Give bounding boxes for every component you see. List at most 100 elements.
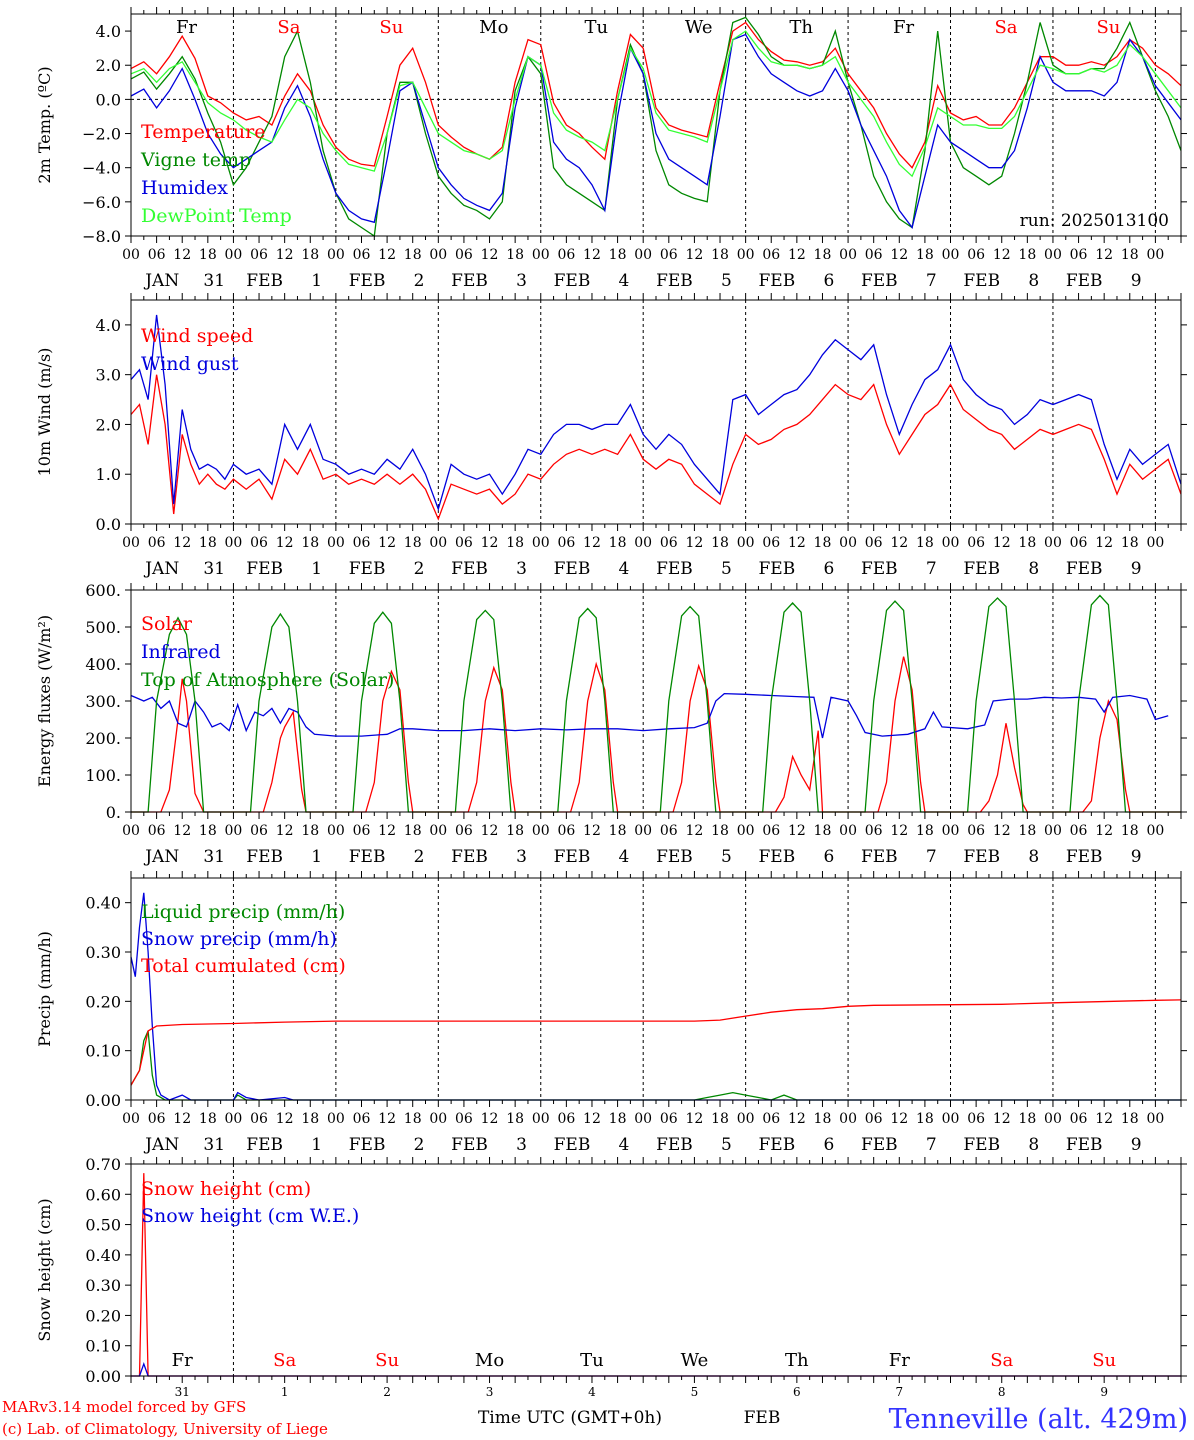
hour-tick-label: 18: [404, 247, 422, 263]
hour-tick-label: 00: [839, 1111, 857, 1127]
hour-tick-label: 12: [481, 823, 499, 839]
y-tick-label: 0.20: [85, 1306, 121, 1325]
day-label-number: 3: [516, 271, 527, 291]
day-label-number: 8: [1028, 1135, 1039, 1155]
hour-tick-label: 06: [1070, 247, 1088, 263]
hour-tick-label: 00: [634, 823, 652, 839]
day-label-number: 1: [311, 1135, 322, 1155]
y-tick-label: 0.: [106, 803, 121, 822]
hour-tick-label: 06: [1070, 1111, 1088, 1127]
hour-tick-label: 00: [737, 1111, 755, 1127]
plot-frame: [130, 589, 1182, 813]
hour-tick-label: 06: [967, 535, 985, 551]
x-axis-title: Time UTC (GMT+0h): [478, 1408, 662, 1428]
hour-tick-label: 12: [276, 247, 294, 263]
day-label-month: FEB: [1066, 1135, 1103, 1155]
hour-tick-label: 12: [276, 1111, 294, 1127]
hour-tick-label: 06: [353, 1111, 371, 1127]
hour-tick-label: 06: [557, 247, 575, 263]
y-axis-label: Energy fluxes (W/m²): [35, 615, 54, 787]
y-tick-label: −8.0: [82, 227, 121, 246]
day-label-month: FEB: [451, 1135, 488, 1155]
panel-snow: 0.00 0.10 0.20 0.30 0.40 0.50 0.60 0.70 Snow hei…: [35, 1155, 1187, 1399]
day-label-number: 7: [926, 847, 937, 867]
day-label-month: FEB: [246, 847, 283, 867]
hour-tick-label: 06: [865, 535, 883, 551]
hour-tick-label: 18: [609, 535, 627, 551]
hour-tick-label: 00: [225, 823, 243, 839]
day-label-number: 31: [203, 1135, 225, 1155]
day-label-month: FEB: [554, 271, 591, 291]
day-number-label: 6: [793, 1385, 801, 1399]
hour-tick-label: 18: [609, 247, 627, 263]
hour-tick-label: 18: [1018, 535, 1036, 551]
hour-tick-label: 06: [762, 823, 780, 839]
hour-tick-label: 00: [1044, 823, 1062, 839]
hour-tick-label: 18: [711, 247, 729, 263]
day-label-number: 4: [619, 847, 630, 867]
day-label-number: 2: [414, 847, 425, 867]
day-label-month: FEB: [656, 271, 693, 291]
y-tick-label: 0.40: [85, 1246, 121, 1265]
hour-tick-label: 00: [1146, 535, 1164, 551]
hour-tick-label: 00: [634, 247, 652, 263]
day-label-number: 1: [311, 271, 322, 291]
hour-tick-label: 18: [1121, 1111, 1139, 1127]
hour-tick-label: 18: [404, 535, 422, 551]
hour-tick-label: 06: [762, 535, 780, 551]
hour-tick-label: 00: [737, 247, 755, 263]
legend-entry: Infrared: [141, 641, 221, 663]
hour-tick-label: 12: [583, 535, 601, 551]
hour-tick-label: 06: [660, 823, 678, 839]
series-line-dewpoint-temp: [130, 30, 1182, 178]
y-tick-label: 0.10: [85, 1337, 121, 1356]
day-label-month: FEB: [554, 559, 591, 579]
day-label-number: 9: [1131, 559, 1142, 579]
day-label-month: JAN: [143, 559, 179, 579]
series-line-humidex: [130, 33, 1182, 229]
hour-tick-label: 06: [865, 1111, 883, 1127]
day-label-month: FEB: [963, 1135, 1000, 1155]
day-label-number: 9: [1131, 271, 1142, 291]
hour-tick-label: 18: [916, 1111, 934, 1127]
day-label-month: FEB: [861, 1135, 898, 1155]
y-tick-label: 0.60: [85, 1185, 121, 1204]
hour-tick-label: 00: [1044, 1111, 1062, 1127]
hour-tick-label: 12: [481, 247, 499, 263]
day-number-label: 2: [383, 1385, 391, 1399]
weekday-label: Su: [379, 17, 403, 38]
hour-tick-label: 00: [1044, 535, 1062, 551]
hour-tick-label: 12: [1095, 823, 1113, 839]
weekday-label: Su: [1092, 1350, 1116, 1371]
hour-tick-label: 18: [1018, 247, 1036, 263]
series-line-temperature: [130, 21, 1182, 169]
hour-tick-label: 00: [839, 823, 857, 839]
weekday-label: Su: [1096, 17, 1120, 38]
day-label-month: FEB: [656, 847, 693, 867]
hour-tick-label: 00: [942, 535, 960, 551]
day-label-number: 8: [1028, 559, 1039, 579]
hour-tick-label: 06: [557, 535, 575, 551]
y-tick-label: 0.00: [85, 1091, 121, 1110]
y-tick-label: 500.: [85, 618, 121, 637]
hour-tick-label: 00: [532, 1111, 550, 1127]
weekday-label: Sa: [277, 17, 300, 38]
y-tick-label: 200.: [85, 729, 121, 748]
y-tick-label: 300.: [85, 692, 121, 711]
y-tick-label: 2.0: [96, 415, 121, 434]
day-label-number: 5: [721, 1135, 732, 1155]
series-line-liquid-precip-mm-h: [130, 1030, 1181, 1101]
hour-tick-label: 00: [737, 823, 755, 839]
weekday-label: Mo: [475, 1350, 504, 1371]
hour-tick-label: 00: [327, 1111, 345, 1127]
hour-tick-label: 18: [916, 823, 934, 839]
weekday-label: Th: [785, 1350, 809, 1371]
hour-tick-label: 18: [711, 1111, 729, 1127]
day-label-month: FEB: [349, 1135, 386, 1155]
day-label-number: 2: [414, 271, 425, 291]
run-label: run: 2025013100: [1020, 211, 1169, 231]
hour-tick-label: 00: [737, 535, 755, 551]
series-line-snow-height-cm: [131, 1173, 1181, 1377]
hour-tick-label: 00: [225, 535, 243, 551]
day-label-month: FEB: [759, 271, 796, 291]
